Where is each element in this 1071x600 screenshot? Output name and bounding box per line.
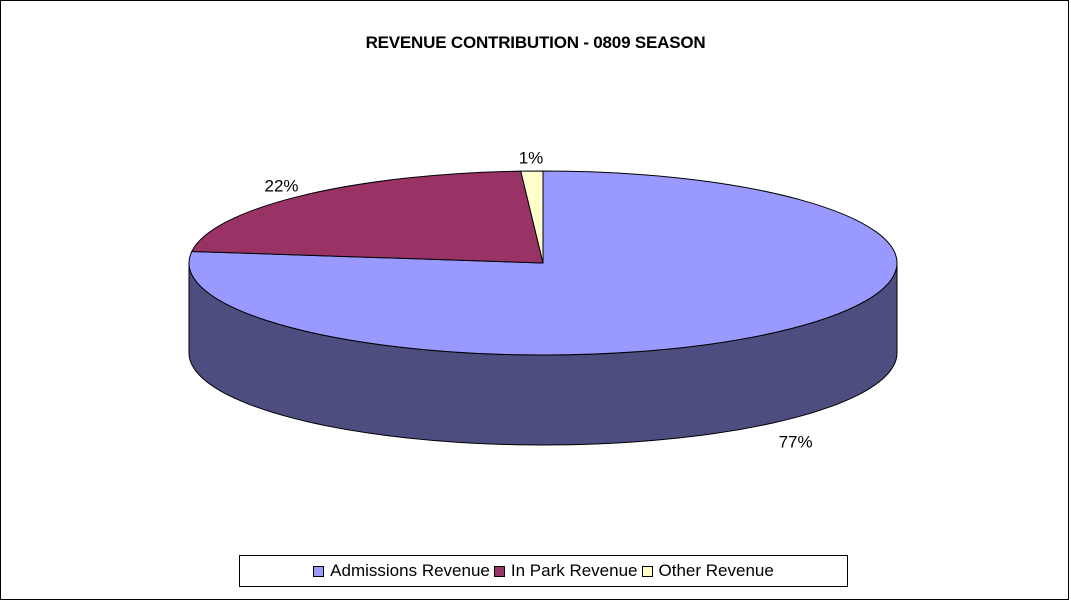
chart-title: REVENUE CONTRIBUTION - 0809 SEASON [365, 33, 706, 52]
legend-swatch-other [641, 565, 653, 577]
pie-slice-in-park [191, 170, 544, 264]
pie-slice-admissions [188, 170, 898, 356]
data-label-in-park: 22% [264, 177, 298, 196]
legend-entry-admissions: Admissions Revenue [313, 561, 490, 581]
legend-swatch-in-park [493, 565, 505, 577]
legend-entry-in-park: In Park Revenue [493, 561, 638, 581]
legend-label-admissions: Admissions Revenue [330, 561, 490, 580]
pie-chart: 77% 22% 1% [188, 149, 898, 451]
legend-entry-other: Other Revenue [641, 561, 774, 581]
pie-slice-other [520, 170, 544, 264]
legend-swatch-admissions [313, 565, 325, 577]
legend-label-in-park: In Park Revenue [510, 561, 638, 580]
legend: Admissions Revenue In Park Revenue Other… [239, 555, 848, 587]
data-label-other: 1% [519, 149, 544, 168]
data-label-admissions: 77% [779, 432, 813, 451]
legend-label-other: Other Revenue [658, 561, 774, 580]
